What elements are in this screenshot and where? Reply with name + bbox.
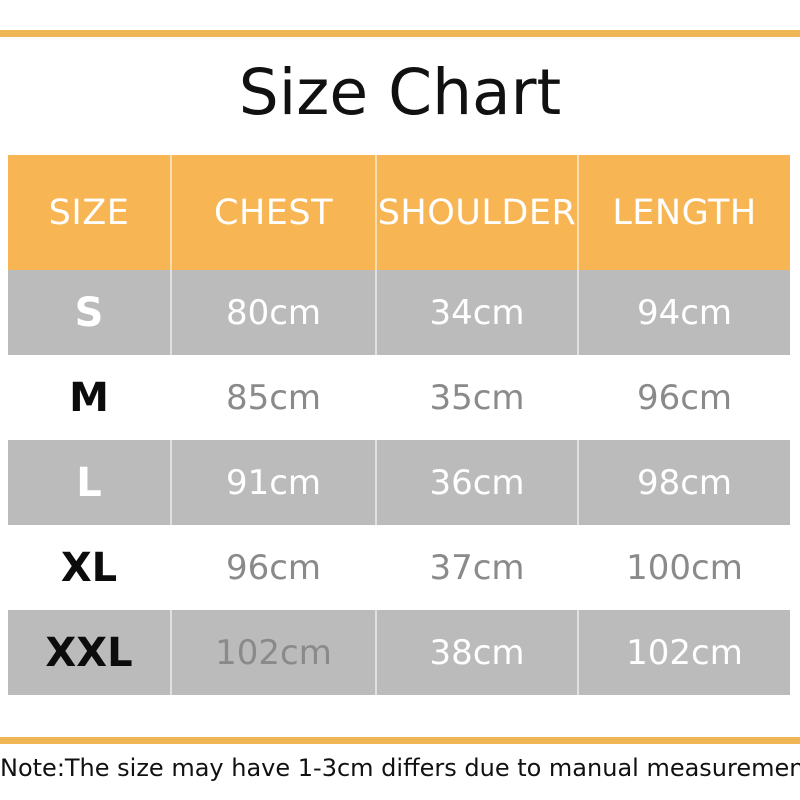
chest-value: 96cm [225,547,322,588]
bottom-accent-rule [0,737,800,744]
shoulder-value: 34cm [375,270,577,355]
table-row: XXL 102cm 38cm 102cm [8,610,790,695]
length-value: 96cm [636,377,733,418]
column-header-size: SIZE [48,192,130,233]
column-header-length: LENGTH [577,155,790,270]
shoulder-value: 38cm [375,610,577,695]
chest-value: 80cm [170,270,375,355]
size-chart-table: SIZE CHEST SHOULDER LENGTH S 80cm 34cm 94cm… [8,155,790,695]
size-label: L [76,459,102,506]
length-value: 98cm [577,440,790,525]
measurement-note: Note:The size may have 1-3cm differs due… [0,754,800,782]
chest-value: 102cm [170,610,375,695]
top-accent-rule [0,30,800,37]
shoulder-value: 35cm [429,377,525,418]
table-body: S 80cm 34cm 94cm M 85cm 35cm 96cm L 91cm 36cm 98cm X… [8,270,790,695]
shoulder-value: 37cm [429,547,525,588]
size-label: XL [60,544,118,591]
length-value: 94cm [577,270,790,355]
length-value: 102cm [577,610,790,695]
table-row: M 85cm 35cm 96cm [8,355,790,440]
length-value: 100cm [626,547,743,588]
size-label: M [69,374,109,421]
shoulder-value: 36cm [375,440,577,525]
table-row: L 91cm 36cm 98cm [8,440,790,525]
table-row: S 80cm 34cm 94cm [8,270,790,355]
chest-value: 91cm [170,440,375,525]
chest-value: 85cm [225,377,322,418]
table-header-row: SIZE CHEST SHOULDER LENGTH [8,155,790,270]
size-label: XXL [45,629,133,676]
size-label: S [74,289,104,336]
table-row: XL 96cm 37cm 100cm [8,525,790,610]
column-header-chest: CHEST [170,155,375,270]
page-title: Size Chart [238,56,562,129]
column-header-shoulder: SHOULDER [375,155,577,270]
